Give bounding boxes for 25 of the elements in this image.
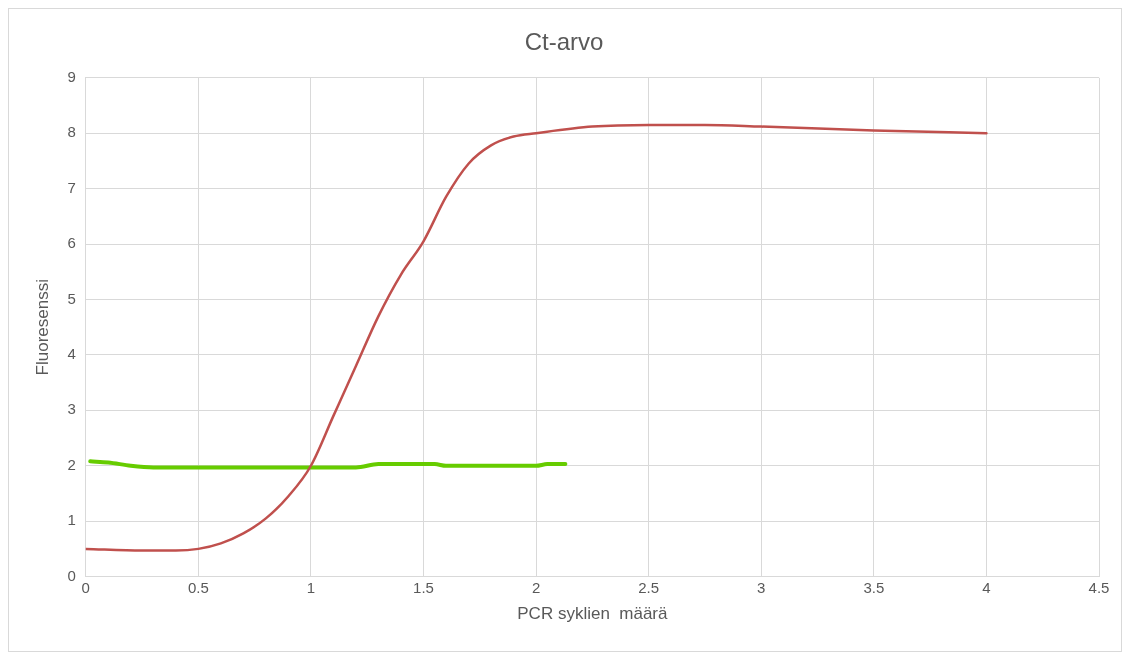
line-series: [85, 123, 988, 552]
y-tick-label: 4: [67, 345, 76, 363]
y-tick-label: 7: [67, 178, 76, 196]
x-tick-label: 0: [81, 578, 90, 596]
y-tick-label: 8: [67, 123, 76, 141]
y-tick-label: 5: [67, 289, 76, 307]
x-tick-label: 2: [531, 578, 541, 596]
x-axis-title: PCR syklien määrä: [517, 604, 669, 624]
x-tick-label: 4: [982, 578, 991, 596]
x-tick-label: 3.5: [863, 578, 885, 596]
x-tick-label: 1.5: [413, 578, 434, 596]
y-axis-title: Fluoresenssi: [32, 279, 52, 376]
x-tick-label: 4.5: [1088, 578, 1110, 596]
line-series: [88, 459, 568, 470]
y-tick-label: 2: [67, 455, 76, 473]
y-tick-label: 0: [67, 566, 76, 584]
x-tick-label: 2.5: [638, 578, 660, 596]
y-tick-label: 3: [67, 400, 76, 418]
x-tick-label: 0.5: [187, 578, 209, 596]
chart-title: Ct-arvo: [524, 28, 604, 56]
y-tick-label: 1: [67, 511, 76, 529]
y-tick-label: 6: [67, 234, 76, 252]
y-tick-label: 9: [67, 67, 76, 85]
x-tick-label: 3: [757, 578, 766, 596]
x-tick-label: 1: [306, 578, 316, 596]
